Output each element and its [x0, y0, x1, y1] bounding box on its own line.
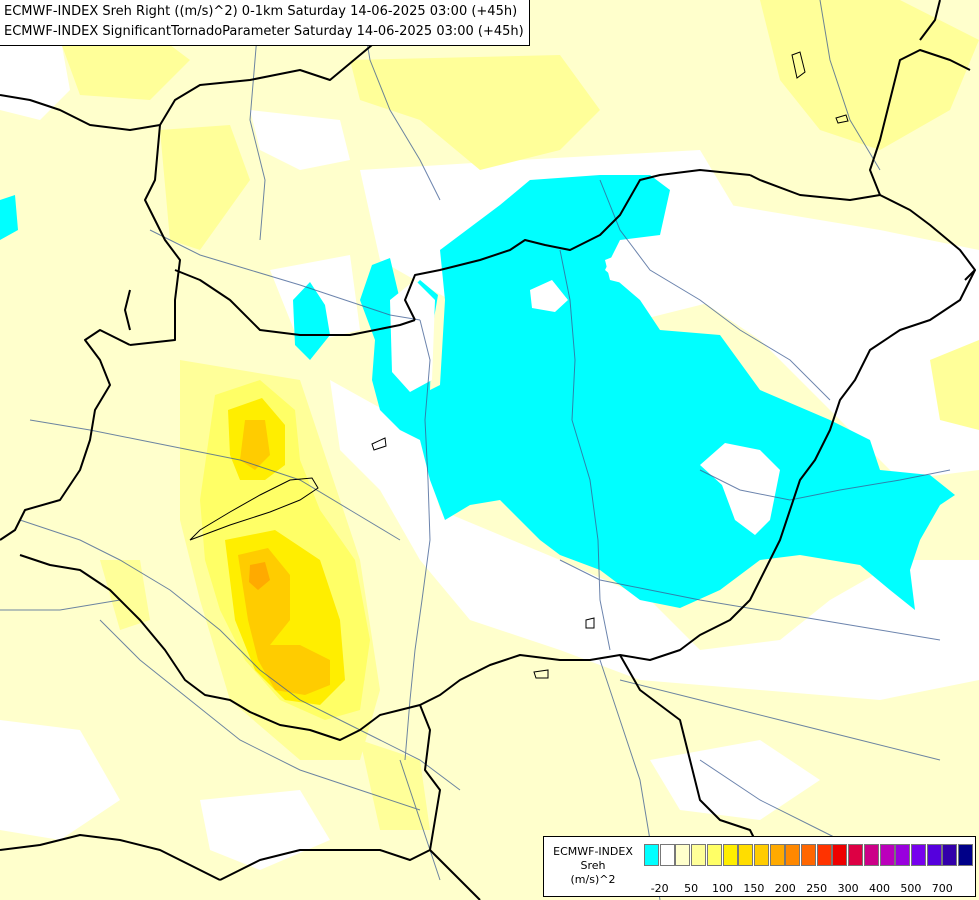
legend-swatch [942, 844, 958, 866]
legend-model: ECMWF-INDEX [553, 845, 633, 858]
title-line-stp: ECMWF-INDEX SignificantTornadoParameter … [4, 24, 524, 39]
legend-swatch [753, 844, 769, 866]
legend-swatch [863, 844, 879, 866]
legend-tick-label: 200 [774, 882, 796, 895]
legend-swatch [848, 844, 864, 866]
lakes [189, 51, 849, 679]
legend-variable: Sreh [580, 859, 606, 872]
legend-swatch [706, 844, 722, 866]
sreh-positive-yellow-core [200, 380, 370, 720]
legend-swatch [738, 844, 754, 866]
legend-swatch [910, 844, 926, 866]
legend-swatch [958, 844, 973, 866]
legend-tick-label: 250 [806, 882, 828, 895]
legend-swatch [926, 844, 942, 866]
map-title-box: ECMWF-INDEX Sreh Right ((m/s)^2) 0-1km S… [0, 0, 530, 46]
legend-swatch [879, 844, 895, 866]
legend-tick-label: 50 [684, 882, 699, 895]
legend-tick-label: -20 [650, 882, 669, 895]
legend-swatch [801, 844, 816, 866]
sreh-cyan-holes [390, 250, 780, 535]
legend-swatch [675, 844, 691, 866]
legend-unit: (m/s)^2 [570, 873, 616, 886]
legend-caption: ECMWF-INDEX Sreh (m/s)^2 [547, 845, 639, 887]
legend-swatch [722, 844, 738, 866]
legend-tick-label: 100 [712, 882, 733, 895]
legend-swatch [832, 844, 848, 866]
legend-swatch [659, 844, 675, 866]
legend-swatch [769, 844, 785, 866]
legend-tick-label: 700 [931, 882, 953, 895]
legend-tick-label: 500 [900, 882, 922, 895]
legend-tick-label: 300 [837, 882, 859, 895]
legend-swatch [785, 844, 801, 866]
legend-tick-label: 400 [869, 882, 890, 895]
color-legend: ECMWF-INDEX Sreh (m/s)^2 -20 50 100 150 200 2… [543, 836, 976, 897]
legend-swatch [895, 844, 911, 866]
legend-tick-label: 150 [743, 882, 765, 895]
sreh-white-areas [0, 35, 979, 870]
legend-swatch [816, 844, 832, 866]
rivers [0, 0, 951, 900]
legend-swatch [644, 844, 659, 866]
sreh-negative-cyan-area [0, 175, 955, 610]
legend-swatch [691, 844, 707, 866]
title-line-sreh: ECMWF-INDEX Sreh Right ((m/s)^2) 0-1km S… [4, 4, 518, 19]
